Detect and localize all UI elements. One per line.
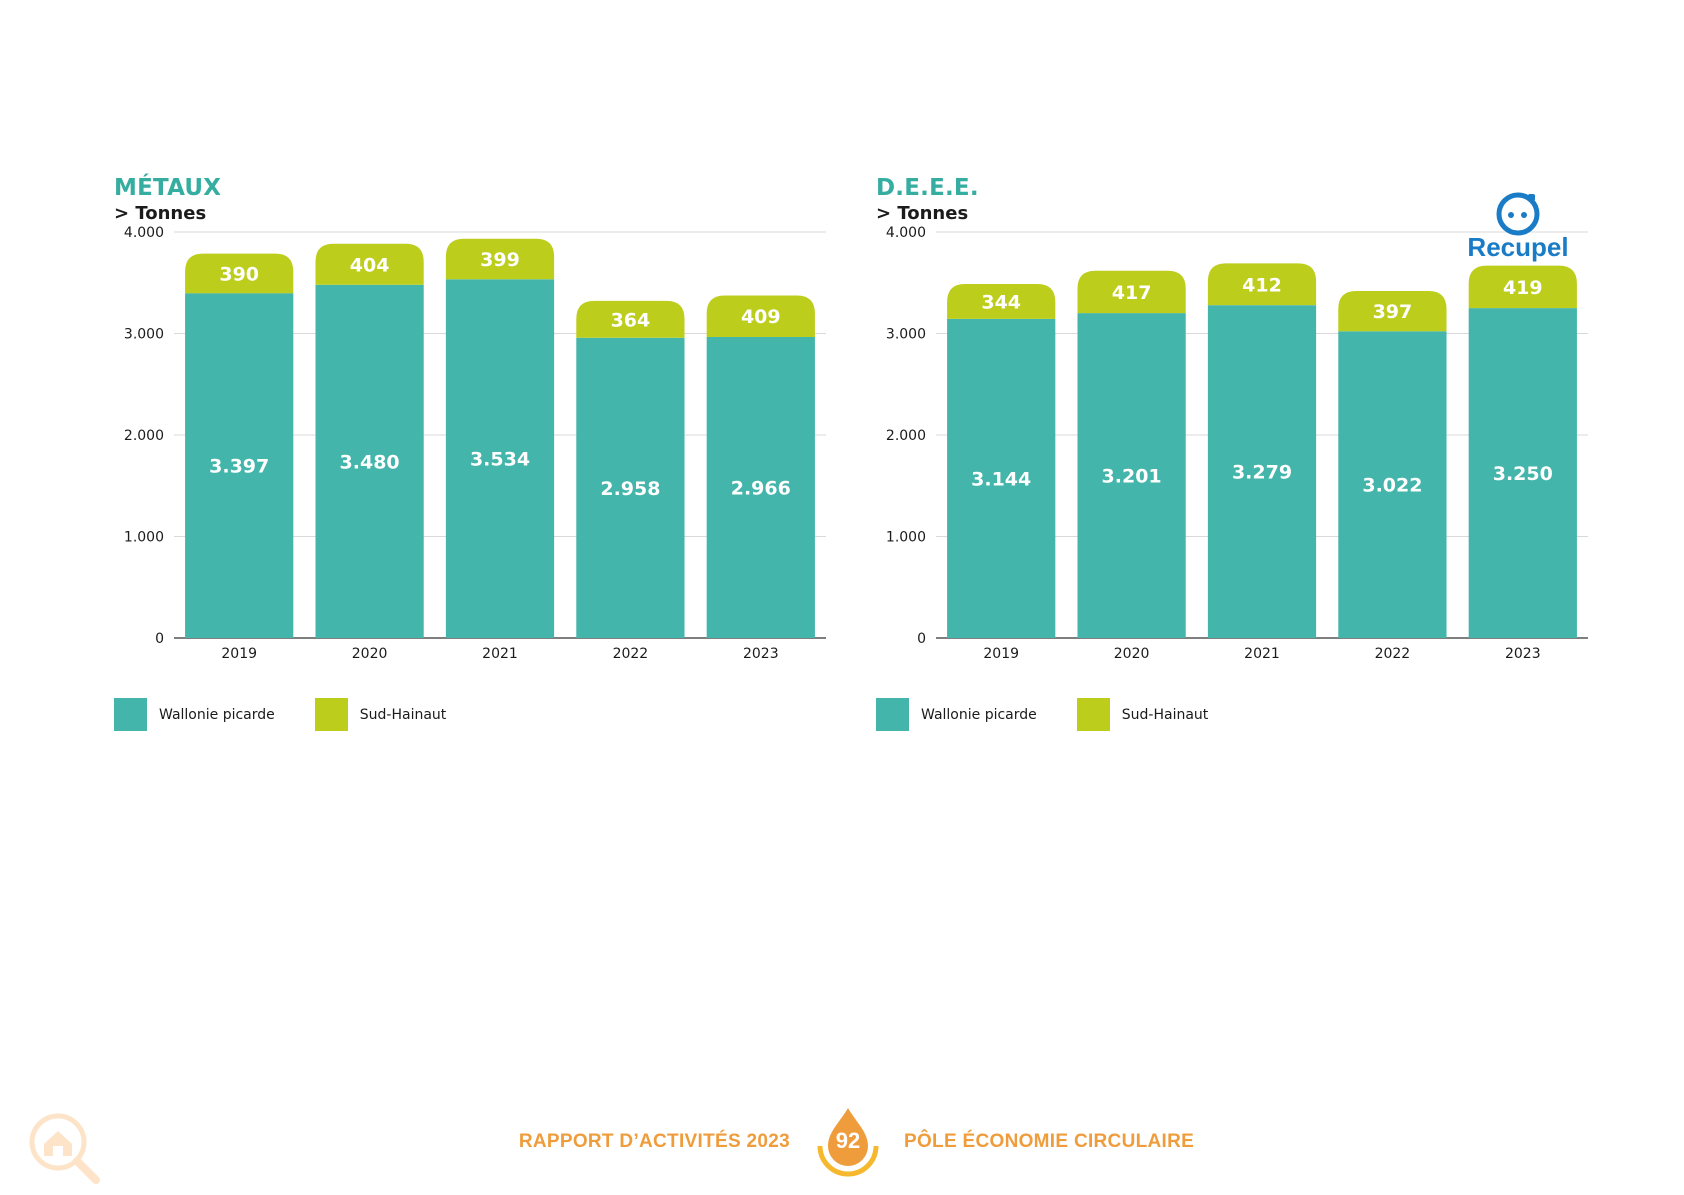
legend-swatch-sud-hainaut — [314, 698, 348, 731]
chart-legend: Wallonie picarde Sud-Hainaut — [114, 698, 446, 731]
bar-wallonie — [1077, 313, 1186, 638]
chart-subtitle: > Tonnes — [876, 203, 969, 224]
y-tick-label: 0 — [917, 631, 926, 647]
data-label: 397 — [1373, 301, 1413, 323]
legend-item-wallonie: Wallonie picarde — [114, 698, 275, 731]
chart-legend: Wallonie picarde Sud-Hainaut — [876, 698, 1208, 731]
chart-subtitle: > Tonnes — [114, 203, 207, 224]
bar-sud-hainaut — [315, 243, 424, 285]
bar-sud-hainaut — [185, 253, 294, 294]
metaux-bar-chart: 0 1.000 2.000 3.000 4.000 3.397 390 2019 3.480 40… — [124, 225, 826, 662]
legend-swatch-sud-hainaut — [1076, 698, 1110, 731]
x-tick-label: 2021 — [1244, 646, 1280, 662]
data-label: 3.144 — [971, 468, 1031, 490]
bar-sud-hainaut — [445, 238, 555, 280]
legend-label: Wallonie picarde — [921, 706, 1037, 723]
data-label: 3.480 — [340, 451, 400, 473]
data-label: 3.279 — [1232, 462, 1292, 484]
data-label: 417 — [1112, 282, 1152, 304]
y-tick-label: 3.000 — [124, 327, 164, 343]
y-tick-label: 0 — [155, 631, 164, 647]
y-tick-label: 4.000 — [124, 225, 164, 241]
data-label: 3.397 — [209, 456, 269, 478]
metaux-chart-panel: MÉTAUX > Tonnes 0 1.000 2.000 3.000 4.000 3.3… — [114, 175, 834, 755]
bar-wallonie — [576, 337, 685, 638]
data-label: 344 — [981, 291, 1021, 313]
footer-section-title: PÔLE ÉCONOMIE CIRCULAIRE — [904, 1131, 1195, 1152]
data-label: 3.022 — [1362, 475, 1422, 497]
legend-label: Sud-Hainaut — [1121, 706, 1209, 723]
house-magnifier-icon — [29, 1113, 100, 1184]
data-label: 404 — [350, 254, 390, 276]
bar-wallonie — [445, 279, 555, 638]
bar-wallonie — [1468, 308, 1577, 638]
data-label: 390 — [219, 263, 259, 285]
logo-text: Recupel — [1467, 232, 1568, 262]
y-tick-label: 2.000 — [124, 428, 164, 444]
bar-wallonie — [1207, 305, 1317, 638]
x-tick-label: 2023 — [743, 646, 779, 662]
y-tick-label: 4.000 — [886, 225, 926, 241]
legend-item-sud-hainaut: Sud-Hainaut — [1076, 698, 1209, 731]
data-label: 3.250 — [1493, 463, 1553, 485]
bar-sud-hainaut — [1468, 265, 1577, 309]
data-label: 3.201 — [1102, 466, 1162, 488]
data-label: 364 — [611, 309, 651, 331]
page-number: 92 — [835, 1128, 861, 1153]
data-label: 3.534 — [470, 449, 530, 471]
y-tick-label: 3.000 — [886, 327, 926, 343]
x-tick-label: 2021 — [482, 646, 518, 662]
deee-bar-chart: 0 1.000 2.000 3.000 4.000 3.144 344 2019 3.201 41… — [886, 225, 1588, 662]
bar-sud-hainaut — [576, 300, 685, 338]
y-tick-label: 1.000 — [886, 530, 926, 546]
legend-label: Sud-Hainaut — [359, 706, 447, 723]
data-label: 419 — [1503, 277, 1543, 299]
x-tick-label: 2023 — [1505, 646, 1541, 662]
recupel-plug-icon — [1496, 192, 1540, 236]
bar-wallonie — [315, 284, 424, 638]
y-tick-label: 2.000 — [886, 428, 926, 444]
data-label: 409 — [741, 306, 781, 328]
legend-item-sud-hainaut: Sud-Hainaut — [314, 698, 447, 731]
bar-sud-hainaut — [1207, 263, 1317, 306]
data-label: 399 — [480, 249, 520, 271]
x-tick-label: 2019 — [221, 646, 257, 662]
x-tick-label: 2019 — [983, 646, 1019, 662]
x-tick-label: 2020 — [1114, 646, 1150, 662]
bar-sud-hainaut — [947, 283, 1056, 319]
chart-title: MÉTAUX — [114, 175, 222, 201]
legend-swatch-wallonie — [114, 698, 147, 731]
bar-sud-hainaut — [706, 295, 815, 337]
x-tick-label: 2022 — [613, 646, 649, 662]
data-label: 2.966 — [731, 477, 791, 499]
bar-wallonie — [1338, 331, 1447, 638]
bar-sud-hainaut — [1338, 290, 1447, 332]
x-tick-label: 2020 — [352, 646, 388, 662]
page-number-badge-icon — [817, 1108, 879, 1177]
legend-item-wallonie: Wallonie picarde — [876, 698, 1037, 731]
legend-label: Wallonie picarde — [159, 706, 275, 723]
data-label: 2.958 — [600, 478, 660, 500]
data-label: 412 — [1242, 274, 1282, 296]
page-footer: RAPPORT D’ACTIVITÉS 2023 92 PÔLE ÉCONOMI… — [0, 1095, 1684, 1195]
x-tick-label: 2022 — [1375, 646, 1411, 662]
legend-swatch-wallonie — [876, 698, 909, 731]
deee-chart-panel: D.E.E.E. > Tonnes 0 1.000 2.000 3.000 4.000 3… — [876, 175, 1596, 755]
recupel-logo: Recupel — [1467, 192, 1569, 262]
bar-wallonie — [947, 318, 1056, 638]
y-tick-label: 1.000 — [124, 530, 164, 546]
footer-report-title: RAPPORT D’ACTIVITÉS 2023 — [518, 1131, 790, 1152]
bar-wallonie — [185, 293, 294, 638]
chart-title: D.E.E.E. — [876, 175, 979, 201]
bar-wallonie — [706, 336, 815, 638]
bar-sud-hainaut — [1077, 270, 1186, 314]
